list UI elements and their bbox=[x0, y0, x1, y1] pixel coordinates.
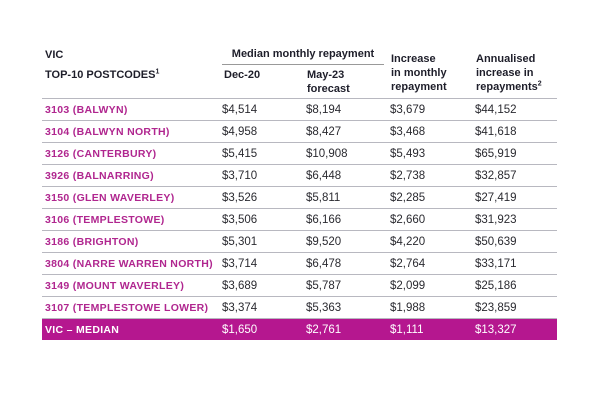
col-annual-line2: increase in bbox=[476, 67, 534, 79]
increase-cell: $2,099 bbox=[388, 274, 473, 297]
table-row: 3926 (BALNARRING) $3,710 $6,448 $2,738 $32,8… bbox=[42, 164, 557, 187]
may23-cell: $2,761 bbox=[304, 318, 388, 340]
table-header: VIC TOP-10 POSTCODES1 Median monthly rep… bbox=[42, 44, 557, 98]
table-row: 3186 (BRIGHTON) $5,301 $9,520 $4,220 $50,639 bbox=[42, 230, 557, 253]
dec20-cell: $3,710 bbox=[220, 164, 304, 187]
may23-cell: $6,478 bbox=[304, 252, 388, 275]
dec20-cell: $1,650 bbox=[220, 318, 304, 340]
postcode-cell: 3926 (BALNARRING) bbox=[42, 164, 220, 187]
dec20-cell: $5,415 bbox=[220, 142, 304, 165]
postcode-cell: 3107 (TEMPLESTOWE LOWER) bbox=[42, 296, 220, 319]
repayment-table-container: VIC TOP-10 POSTCODES1 Median monthly rep… bbox=[42, 44, 557, 340]
median-row: VIC – MEDIAN $1,650 $2,761 $1,111 $13,327 bbox=[42, 318, 557, 340]
postcode-cell: 3106 (TEMPLESTOWE) bbox=[42, 208, 220, 231]
may23-cell: $6,166 bbox=[304, 208, 388, 231]
increase-cell: $5,493 bbox=[388, 142, 473, 165]
may23-cell: $5,363 bbox=[304, 296, 388, 319]
increase-cell: $2,738 bbox=[388, 164, 473, 187]
may23-cell: $8,427 bbox=[304, 120, 388, 143]
postcode-cell: 3104 (BALWYN NORTH) bbox=[42, 120, 220, 143]
may23-cell: $6,448 bbox=[304, 164, 388, 187]
increase-cell: $3,679 bbox=[388, 98, 473, 121]
table-row: 3804 (NARRE WARREN NORTH) $3,714 $6,478 $2,… bbox=[42, 252, 557, 275]
postcode-cell: 3149 (MOUNT WAVERLEY) bbox=[42, 274, 220, 297]
table-row: 3107 (TEMPLESTOWE LOWER) $3,374 $5,363 $1,9… bbox=[42, 296, 557, 319]
postcode-cell: 3186 (BRIGHTON) bbox=[42, 230, 220, 253]
subtitle-label: TOP-10 POSTCODES1 bbox=[45, 68, 159, 82]
dec20-cell: $3,526 bbox=[220, 186, 304, 209]
may23-cell: $8,194 bbox=[304, 98, 388, 121]
annual-cell: $23,859 bbox=[473, 296, 557, 319]
postcode-cell: 3150 (GLEN WAVERLEY) bbox=[42, 186, 220, 209]
col-increase-header: Increase in monthly repayment bbox=[391, 52, 447, 94]
group-header-rule bbox=[222, 64, 384, 65]
postcode-cell: VIC – MEDIAN bbox=[42, 318, 220, 340]
dec20-cell: $4,958 bbox=[220, 120, 304, 143]
dec20-cell: $5,301 bbox=[220, 230, 304, 253]
may23-cell: $5,811 bbox=[304, 186, 388, 209]
increase-cell: $2,285 bbox=[388, 186, 473, 209]
col-increase-line3: repayment bbox=[391, 81, 447, 93]
col-annual-line3: repayments bbox=[476, 81, 538, 93]
col-may23-line2: forecast bbox=[307, 83, 350, 95]
state-label: VIC bbox=[45, 49, 64, 61]
table-row: 3150 (GLEN WAVERLEY) $3,526 $5,811 $2,285 $2… bbox=[42, 186, 557, 209]
annual-cell: $41,618 bbox=[473, 120, 557, 143]
postcode-cell: 3804 (NARRE WARREN NORTH) bbox=[42, 252, 220, 275]
table-row: 3104 (BALWYN NORTH) $4,958 $8,427 $3,468 $41… bbox=[42, 120, 557, 143]
increase-cell: $1,988 bbox=[388, 296, 473, 319]
dec20-cell: $3,374 bbox=[220, 296, 304, 319]
group-header: Median monthly repayment bbox=[231, 48, 375, 60]
postcode-cell: 3126 (CANTERBURY) bbox=[42, 142, 220, 165]
footnote-1-marker: 1 bbox=[155, 68, 160, 76]
col-annual-header: Annualised increase in repayments2 bbox=[476, 52, 542, 94]
col-dec20-header: Dec-20 bbox=[224, 69, 261, 81]
increase-cell: $2,764 bbox=[388, 252, 473, 275]
dec20-cell: $3,506 bbox=[220, 208, 304, 231]
increase-cell: $4,220 bbox=[388, 230, 473, 253]
may23-cell: $10,908 bbox=[304, 142, 388, 165]
annual-cell: $27,419 bbox=[473, 186, 557, 209]
dec20-cell: $3,689 bbox=[220, 274, 304, 297]
increase-cell: $2,660 bbox=[388, 208, 473, 231]
repayment-table: 3103 (BALWYN) $4,514 $8,194 $3,679 $44,152 31… bbox=[42, 98, 557, 340]
dec20-cell: $3,714 bbox=[220, 252, 304, 275]
annual-cell: $31,923 bbox=[473, 208, 557, 231]
annual-cell: $44,152 bbox=[473, 98, 557, 121]
may23-cell: $5,787 bbox=[304, 274, 388, 297]
col-may23-header: May-23 forecast bbox=[307, 68, 350, 96]
table-row: 3149 (MOUNT WAVERLEY) $3,689 $5,787 $2,099 $… bbox=[42, 274, 557, 297]
annual-cell: $65,919 bbox=[473, 142, 557, 165]
increase-cell: $3,468 bbox=[388, 120, 473, 143]
footnote-2-marker: 2 bbox=[537, 80, 542, 88]
table-row: 3126 (CANTERBURY) $5,415 $10,908 $5,493 $65,… bbox=[42, 142, 557, 165]
table-body: 3103 (BALWYN) $4,514 $8,194 $3,679 $44,152 31… bbox=[42, 98, 557, 340]
col-annual-line1: Annualised bbox=[476, 53, 536, 65]
annual-cell: $50,639 bbox=[473, 230, 557, 253]
may23-cell: $9,520 bbox=[304, 230, 388, 253]
col-increase-line1: Increase bbox=[391, 53, 436, 65]
postcode-cell: 3103 (BALWYN) bbox=[42, 98, 220, 121]
dec20-cell: $4,514 bbox=[220, 98, 304, 121]
col-may23-line1: May-23 bbox=[307, 69, 345, 81]
subtitle-text: TOP-10 POSTCODES bbox=[45, 69, 156, 81]
table-row: 3106 (TEMPLESTOWE) $3,506 $6,166 $2,660 $31,… bbox=[42, 208, 557, 231]
annual-cell: $32,857 bbox=[473, 164, 557, 187]
increase-cell: $1,111 bbox=[388, 318, 473, 340]
annual-cell: $13,327 bbox=[473, 318, 557, 340]
col-increase-line2: in monthly bbox=[391, 67, 447, 79]
annual-cell: $25,186 bbox=[473, 274, 557, 297]
table-row: 3103 (BALWYN) $4,514 $8,194 $3,679 $44,152 bbox=[42, 98, 557, 121]
annual-cell: $33,171 bbox=[473, 252, 557, 275]
